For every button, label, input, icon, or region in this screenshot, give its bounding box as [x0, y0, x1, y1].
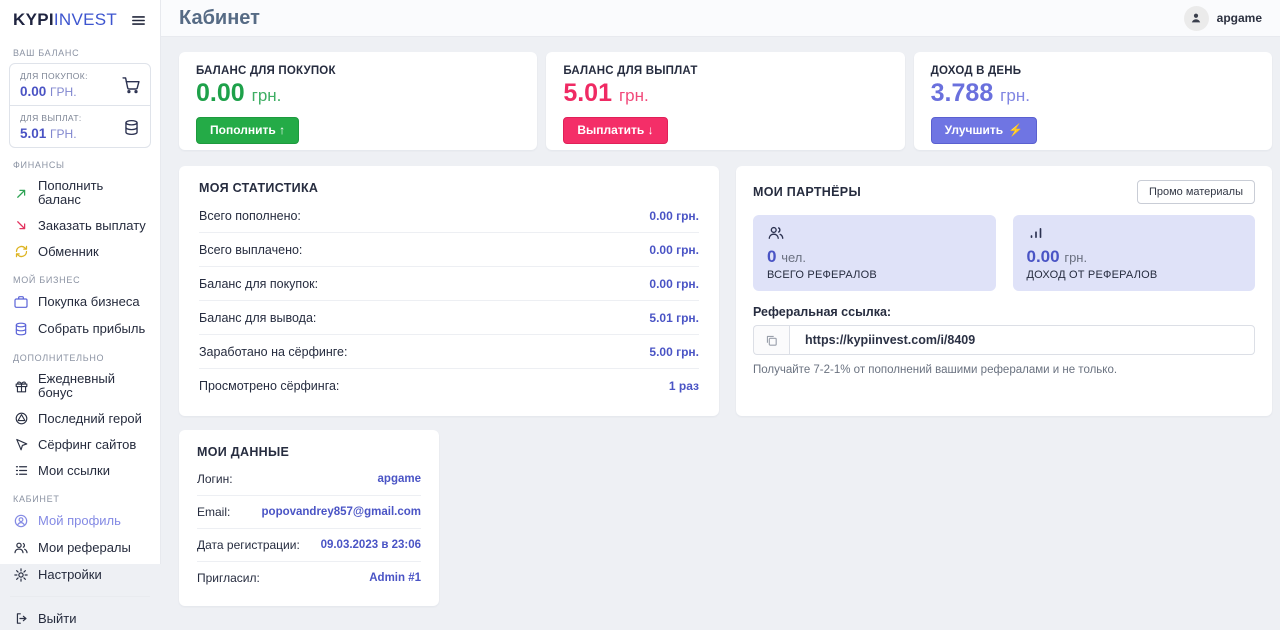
sidebar-balance-box: ДЛЯ ПОКУПОК: 0.00 ГРН. ДЛЯ ВЫПЛАТ: 5.01 … [9, 63, 151, 148]
arrow-down-right-icon [13, 218, 29, 233]
avatar [1183, 5, 1209, 31]
gear-icon [13, 567, 29, 583]
brand-logo[interactable]: KYPIINVEST [13, 10, 118, 29]
briefcase-icon [13, 294, 29, 310]
topup-button[interactable]: Пополнить ↑ [196, 117, 300, 144]
daily-income-card: ДОХОД В ДЕНЬ 3.788 грн. Улучшить ⚡ [913, 52, 1272, 150]
cursor-icon [13, 437, 29, 452]
username: apgame [1216, 11, 1262, 25]
balance-for-payouts: ДЛЯ ВЫПЛАТ: 5.01 ГРН. [10, 105, 150, 147]
stat-row-purchase-balance: Баланс для покупок: 0.00 грн. [199, 267, 699, 301]
sidebar-item-payout[interactable]: Заказать выплату [0, 214, 160, 237]
polyhedron-icon [13, 411, 29, 426]
arrow-up-right-icon [13, 186, 29, 201]
sidebar-divider [10, 596, 150, 597]
finance-section-label: ФИНАНСЫ [13, 160, 65, 170]
copy-icon[interactable] [753, 325, 789, 355]
hamburger-menu-icon[interactable] [130, 12, 147, 29]
sidebar-item-last-hero[interactable]: Последний герой [0, 407, 160, 430]
sidebar-item-exchanger[interactable]: Обменник [0, 240, 160, 263]
stat-row-surf-earned: Заработано на сёрфинге: 5.00 грн. [199, 335, 699, 369]
cart-icon [121, 75, 141, 95]
database-icon [13, 321, 29, 337]
partners-title: МОИ ПАРТНЁРЫ [753, 185, 861, 199]
total-referrals-box: 0 чел. ВСЕГО РЕФЕРАЛОВ [753, 215, 996, 291]
my-data-title: МОИ ДАННЫЕ [197, 445, 290, 459]
statistics-card: МОЯ СТАТИСТИКА Всего пополнено: 0.00 грн.… [179, 166, 719, 416]
balance-for-purchases: ДЛЯ ПОКУПОК: 0.00 ГРН. [10, 64, 150, 105]
referral-note: Получайте 7-2-1% от пополнений вашими ре… [753, 364, 1118, 376]
sidebar-item-my-links[interactable]: Мои ссылки [0, 459, 160, 482]
sidebar-item-logout[interactable]: Выйти [0, 607, 160, 630]
my-data-card: МОИ ДАННЫЕ Логин: apgame Email: popovandre… [179, 430, 439, 606]
sidebar-item-settings[interactable]: Настройки [0, 563, 160, 587]
page-title: Кабинет [179, 6, 260, 29]
promo-materials-button[interactable]: Промо материалы [1136, 180, 1255, 204]
data-row-login: Логин: apgame [197, 463, 421, 496]
partners-card: МОИ ПАРТНЁРЫ Промо материалы 0 чел. ВСЕГ… [736, 166, 1272, 416]
exchange-icon [13, 244, 29, 259]
balance-section-label: ВАШ БАЛАНС [13, 48, 80, 58]
bar-chart-icon [1027, 224, 1045, 242]
gift-icon [13, 379, 29, 394]
cabinet-section-label: КАБИНЕТ [13, 494, 60, 504]
data-row-inviter: Пригласил: Admin #1 [197, 571, 421, 585]
data-row-email: Email: popovandrey857@gmail.com [197, 496, 421, 529]
sidebar-item-daily-bonus[interactable]: Ежедневный бонус [0, 368, 160, 404]
users-icon [767, 224, 785, 242]
list-icon [13, 463, 29, 478]
sidebar-item-my-profile[interactable]: Мой профиль [0, 509, 160, 533]
stat-row-surf-viewed: Просмотрено сёрфинга: 1 раз [199, 378, 699, 393]
referral-link-label: Реферальная ссылка: [753, 305, 892, 319]
topbar: Кабинет apgame [161, 0, 1280, 37]
sidebar: KYPIINVEST ВАШ БАЛАНС ДЛЯ ПОКУПОК: 0.00 … [0, 0, 161, 625]
sidebar-item-collect-profit[interactable]: Собрать прибыль [0, 317, 160, 341]
user-circle-icon [13, 513, 29, 529]
statistics-title: МОЯ СТАТИСТИКА [199, 181, 319, 195]
stat-row-total-paid: Всего выплачено: 0.00 грн. [199, 233, 699, 267]
referral-income-box: 0.00 грн. ДОХОД ОТ РЕФЕРАЛОВ [1012, 215, 1255, 291]
sidebar-item-my-referrals[interactable]: Мои рефералы [0, 536, 160, 560]
withdraw-button[interactable]: Выплатить ↓ [563, 117, 668, 144]
purchase-balance-card: БАЛАНС ДЛЯ ПОКУПОК 0.00 грн. Пополнить ↑ [179, 52, 538, 150]
sidebar-item-surfing[interactable]: Сёрфинг сайтов [0, 433, 160, 456]
stat-row-total-deposited: Всего пополнено: 0.00 грн. [199, 199, 699, 233]
lightning-icon: ⚡ [1008, 123, 1024, 137]
additional-section-label: ДОПОЛНИТЕЛЬНО [13, 353, 105, 363]
payout-balance-card: БАЛАНС ДЛЯ ВЫПЛАТ 5.01 грн. Выплатить ↓ [546, 52, 905, 150]
logout-icon [13, 611, 29, 626]
data-row-registration-date: Дата регистрации: 09.03.2023 в 23:06 [197, 529, 421, 562]
users-icon [13, 540, 29, 556]
sidebar-item-buy-business[interactable]: Покупка бизнеса [0, 290, 160, 314]
database-icon [122, 118, 141, 137]
user-menu[interactable]: apgame [1183, 5, 1262, 31]
stat-row-withdraw-balance: Баланс для вывода: 5.01 грн. [199, 301, 699, 335]
referral-link-input[interactable] [789, 325, 1255, 355]
business-section-label: МОЙ БИЗНЕС [13, 275, 81, 285]
sidebar-item-topup[interactable]: Пополнить баланс [0, 175, 160, 211]
upgrade-button[interactable]: Улучшить ⚡ [930, 117, 1038, 144]
main-area: Кабинет apgame БАЛАНС ДЛЯ ПОКУПОК 0.00 г… [161, 0, 1280, 606]
